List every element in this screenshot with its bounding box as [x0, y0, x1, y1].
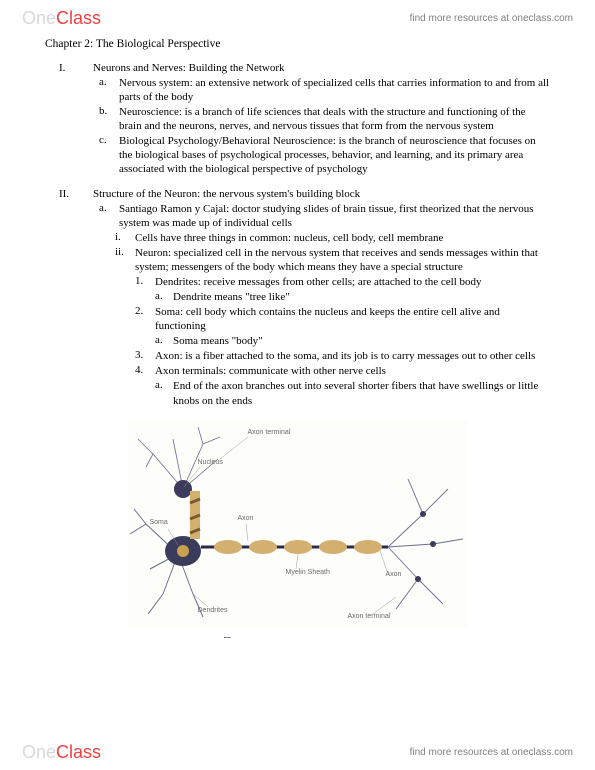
txt-n3: Axon: is a fiber attached to the soma, a… — [155, 349, 550, 363]
document-content: Chapter 2: The Biological Perspective I.… — [0, 36, 595, 629]
lbl-n4: 4. — [93, 364, 155, 378]
label-myelin: Myelin Sheath — [286, 569, 330, 576]
txt-1c: Biological Psychology/Behavioral Neurosc… — [119, 134, 550, 176]
txt-2i: Cells have three things in common: nucle… — [135, 231, 550, 245]
lbl-1c: c. — [93, 134, 119, 176]
roman-1: I. — [45, 62, 93, 178]
label-soma: Soma — [150, 519, 168, 526]
lbl-1a: a. — [93, 76, 119, 104]
section-1-body: Neurons and Nerves: Building the Network… — [93, 62, 550, 178]
txt-n4a: End of the axon branches out into severa… — [173, 379, 550, 407]
logo-one: One — [22, 8, 56, 29]
footer-logo-one: One — [22, 742, 56, 763]
label-axon-right: Axon — [386, 571, 402, 578]
txt-n2: Soma: cell body which contains the nucle… — [155, 305, 550, 333]
txt-n4: Axon terminals: communicate with other n… — [155, 364, 550, 378]
section-1-heading: Neurons and Nerves: Building the Network — [93, 62, 550, 74]
txt-2ii: Neuron: specialized cell in the nervous … — [135, 246, 550, 274]
txt-1b: Neuroscience: is a branch of life scienc… — [119, 105, 550, 133]
lbl-2i: i. — [93, 231, 135, 245]
section-2-body: Structure of the Neuron: the nervous sys… — [93, 188, 550, 409]
logo-class: Class — [56, 8, 101, 29]
footer-logo-class: Class — [56, 742, 101, 763]
label-axon-mid: Axon — [238, 515, 254, 522]
lbl-n1a: a. — [93, 290, 173, 304]
section-2-heading: Structure of the Neuron: the nervous sys… — [93, 188, 550, 200]
txt-n1: Dendrites: receive messages from other c… — [155, 275, 550, 289]
lbl-n2: 2. — [93, 305, 155, 333]
txt-1a: Nervous system: an extensive network of … — [119, 76, 550, 104]
neuron-diagram-wrap: Axon terminal Nucleus Soma Axon Myelin S… — [45, 419, 550, 629]
lbl-n3: 3. — [93, 349, 155, 363]
section-2: II. Structure of the Neuron: the nervous… — [45, 188, 550, 409]
txt-2a: Santiago Ramon y Cajal: doctor studying … — [119, 202, 550, 230]
neuron-svg — [128, 419, 468, 629]
roman-2: II. — [45, 188, 93, 409]
footer-resources-link[interactable]: find more resources at oneclass.com — [410, 747, 573, 758]
resources-link[interactable]: find more resources at oneclass.com — [410, 13, 573, 24]
lbl-n4a: a. — [93, 379, 173, 407]
lbl-n1: 1. — [93, 275, 155, 289]
lbl-1b: b. — [93, 105, 119, 133]
txt-n1a: Dendrite means "tree like" — [173, 290, 550, 304]
txt-n2a: Soma means "body" — [173, 334, 550, 348]
label-nucleus: Nucleus — [198, 459, 223, 466]
label-dendrites: Dendrites — [198, 607, 228, 614]
lbl-n2a: a. — [93, 334, 173, 348]
label-axon-terminal-bottom: Axon terminal — [348, 613, 391, 620]
footer-logo: OneClass — [22, 742, 101, 763]
logo: OneClass — [22, 8, 101, 29]
label-axon-terminal-top: Axon terminal — [248, 429, 291, 436]
footer: OneClass find more resources at oneclass… — [0, 734, 595, 770]
neuron-diagram: Axon terminal Nucleus Soma Axon Myelin S… — [128, 419, 468, 629]
lbl-2a: a. — [93, 202, 119, 230]
lbl-2ii: ii. — [93, 246, 135, 274]
header: OneClass find more resources at oneclass… — [0, 0, 595, 36]
chapter-title: Chapter 2: The Biological Perspective — [45, 38, 550, 50]
footer-dash: -- — [224, 631, 231, 643]
section-1: I. Neurons and Nerves: Building the Netw… — [45, 62, 550, 178]
